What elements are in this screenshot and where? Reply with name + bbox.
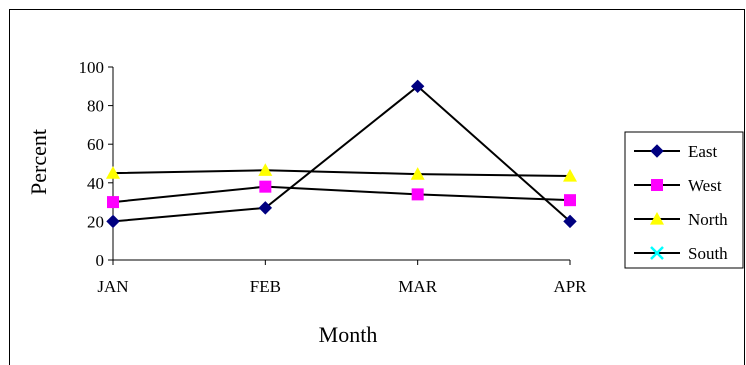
legend-label: East bbox=[688, 142, 718, 161]
legend-item-west: West bbox=[634, 176, 722, 195]
legend-box bbox=[624, 131, 744, 269]
x-tick-label: JAN bbox=[97, 277, 128, 296]
series-line-west bbox=[112, 185, 571, 204]
x-axis-title: Month bbox=[319, 322, 378, 347]
legend-marker-north bbox=[650, 212, 664, 225]
legend-label: North bbox=[688, 210, 728, 229]
data-point-west bbox=[259, 180, 272, 193]
y-tick-label: 0 bbox=[96, 251, 105, 270]
x-axis-ticks: JAN FEB MAR APR bbox=[97, 260, 587, 296]
data-point-east bbox=[410, 79, 425, 94]
chart-axes bbox=[112, 67, 570, 261]
data-point-east bbox=[258, 201, 273, 215]
legend-marker-south bbox=[650, 246, 664, 260]
y-tick-label: 60 bbox=[87, 135, 104, 154]
y-axis-title: Percent bbox=[26, 129, 51, 195]
legend-marker-west bbox=[651, 179, 663, 191]
data-point-north bbox=[410, 167, 425, 180]
data-point-west bbox=[411, 188, 424, 201]
y-tick-label: 80 bbox=[87, 97, 104, 116]
y-tick-label: 40 bbox=[87, 174, 104, 193]
data-point-north bbox=[106, 166, 120, 179]
legend-marker-east bbox=[650, 144, 664, 158]
x-tick-label: MAR bbox=[398, 277, 437, 296]
series-line-east bbox=[112, 84, 571, 223]
data-point-north bbox=[563, 169, 577, 182]
data-point-north bbox=[258, 163, 273, 176]
y-axis-ticks: 0 20 40 60 80 100 bbox=[79, 58, 113, 270]
legend-label: South bbox=[688, 244, 728, 263]
x-tick-label: FEB bbox=[250, 277, 281, 296]
legend-label: West bbox=[688, 176, 722, 195]
legend-item-north: North bbox=[634, 210, 728, 229]
series-lines bbox=[112, 84, 571, 223]
data-point-east bbox=[106, 214, 120, 229]
series-markers bbox=[106, 79, 577, 229]
legend-item-east: East bbox=[634, 142, 718, 161]
data-point-west bbox=[107, 196, 119, 209]
chart-frame bbox=[9, 9, 745, 365]
legend-item-south: South bbox=[634, 244, 728, 263]
data-point-west bbox=[564, 194, 576, 207]
x-tick-label: APR bbox=[553, 277, 587, 296]
data-point-east bbox=[563, 214, 577, 229]
y-tick-label: 20 bbox=[87, 212, 104, 231]
series-line-north bbox=[112, 169, 571, 178]
y-tick-label: 100 bbox=[79, 58, 105, 77]
chart-legend: East West North South bbox=[624, 131, 744, 269]
